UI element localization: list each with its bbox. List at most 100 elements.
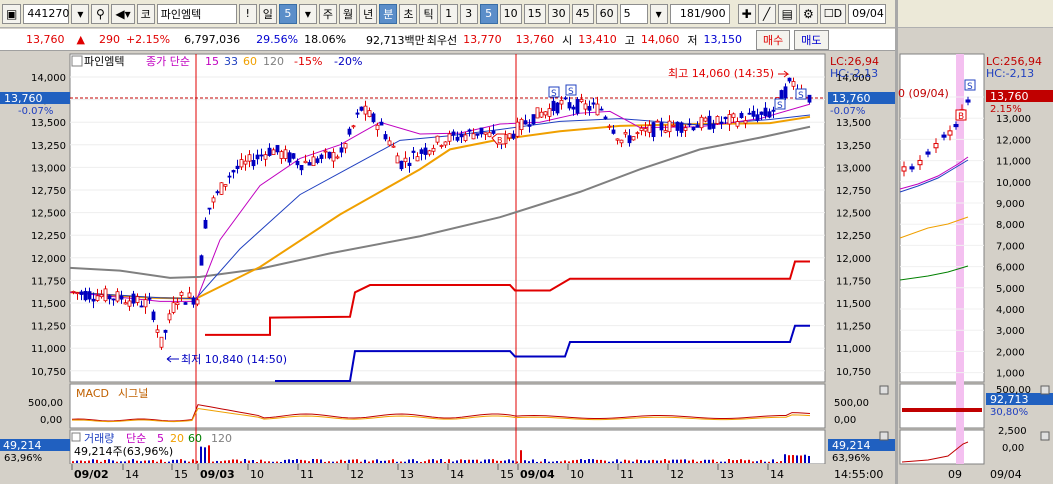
legend-toggle-icon[interactable] <box>71 55 83 67</box>
pane-splitter[interactable] <box>895 0 898 484</box>
dropdown-arrow-icon[interactable]: ▾ <box>71 3 90 24</box>
candle-body <box>319 154 324 159</box>
daily-sub-pane-2[interactable] <box>899 429 985 465</box>
macd-close-icon[interactable] <box>879 385 889 395</box>
volume-bar <box>556 461 558 463</box>
interval-45-button[interactable]: 45 <box>571 3 594 24</box>
period-minute-button[interactable]: 분 <box>379 3 398 24</box>
period-tick-button[interactable]: 틱 <box>419 3 438 24</box>
candle-body <box>427 150 432 155</box>
candle-body <box>471 133 476 140</box>
search-icon[interactable]: ⚲ <box>91 3 110 24</box>
bar-count: 181 <box>679 7 701 20</box>
crosshair-icon[interactable]: ✚ <box>737 3 756 24</box>
daily-candle-body <box>933 143 939 149</box>
up-arrow-icon: ▲ <box>76 33 85 46</box>
volume-bar <box>332 461 334 463</box>
window-icon[interactable]: ▣ <box>2 3 22 24</box>
bar-count-field[interactable]: 181/900 <box>669 3 730 24</box>
draw-tool-icon[interactable]: ╱ <box>757 3 776 24</box>
volume-close-icon[interactable] <box>879 431 889 441</box>
x-axis-label: 15 <box>500 468 514 481</box>
volume-bar <box>104 459 106 463</box>
volume-bar <box>652 459 654 463</box>
volume-bar <box>264 461 266 463</box>
toolbar: ▣ 441270 ▾ ⚲ ◀▾ 코 파인엠텍 ! 일 5 ▾ 주 월 년 분 초… <box>0 0 895 28</box>
daily-sub-pane[interactable] <box>899 383 985 429</box>
stock-name-field[interactable]: 파인엠텍 <box>156 3 237 24</box>
volume-bar <box>632 461 634 463</box>
period-num-select[interactable]: 5 <box>278 3 297 24</box>
interval-1-button[interactable]: 1 <box>439 3 458 24</box>
y-tick-right: 12,500 <box>836 209 871 220</box>
x-axis-bar <box>0 464 895 484</box>
volume-bar <box>636 459 638 463</box>
warning-button[interactable]: ! <box>238 3 257 24</box>
candle-body <box>223 184 228 187</box>
daily-y-tick: 2,000 <box>996 347 1025 358</box>
candle-body <box>483 132 488 135</box>
volume-bar <box>528 461 530 463</box>
y-tick-left: 12,000 <box>31 254 66 265</box>
candle-body <box>247 154 252 162</box>
volume-legend-toggle-icon[interactable] <box>71 432 81 442</box>
y-tick-right: 12,750 <box>836 186 871 197</box>
intraday-chart[interactable]: 14,00013,75013,50013,25013,00012,75012,5… <box>0 52 895 484</box>
candle-body <box>651 122 656 138</box>
interval-30-button[interactable]: 30 <box>547 3 570 24</box>
ask-price: 13,770 <box>463 33 502 46</box>
volume-bar <box>756 461 758 463</box>
volume-bar <box>268 461 270 463</box>
date-checkbox[interactable]: ☐ D <box>819 3 847 24</box>
period-month-button[interactable]: 월 <box>338 3 358 24</box>
candle-body <box>435 135 440 143</box>
candle-body <box>551 100 556 111</box>
volume-bar <box>376 459 378 463</box>
interval-3-button[interactable]: 3 <box>459 3 478 24</box>
candle-body <box>107 295 112 300</box>
interval-value-input[interactable]: 5 <box>619 3 648 24</box>
interval-dropdown-icon[interactable]: ▾ <box>649 3 668 24</box>
x-axis-label: 12 <box>670 468 684 481</box>
best-ask-label: 최우선 <box>426 33 458 47</box>
buy-button[interactable]: 매수 <box>756 29 791 50</box>
daily-sub-tick-2500: 2,500 <box>998 426 1027 437</box>
legend-ma-label: 종가 단순 <box>146 55 190 68</box>
candle-body <box>735 121 740 127</box>
stock-code-input[interactable]: 441270 <box>23 3 70 24</box>
interval-15-button[interactable]: 15 <box>523 3 546 24</box>
speaker-icon[interactable]: ◀▾ <box>111 3 135 24</box>
period-second-button[interactable]: 초 <box>399 3 418 24</box>
interval-60-button[interactable]: 60 <box>595 3 618 24</box>
volume-right-tag <box>828 439 895 451</box>
volume-bar <box>608 461 610 463</box>
period-day-button[interactable]: 일 <box>258 3 277 24</box>
candle-body <box>119 295 124 300</box>
daily-sub2-close-icon[interactable] <box>1040 431 1050 441</box>
daily-price-pane[interactable] <box>899 53 985 383</box>
volume-bar <box>472 459 474 463</box>
daily-candle-body <box>941 134 947 138</box>
candle-body <box>707 115 712 130</box>
daily-sub-line <box>901 441 969 463</box>
interval-10-button[interactable]: 10 <box>499 3 522 24</box>
volume-bar <box>316 459 318 463</box>
sell-button[interactable]: 매도 <box>794 29 829 50</box>
daily-sub-close-icon[interactable] <box>1040 385 1050 395</box>
volume-bar <box>280 461 282 463</box>
save-icon[interactable]: ▤ <box>777 3 798 24</box>
price-pane[interactable] <box>69 53 826 383</box>
ma33-line <box>69 114 811 300</box>
daily-chart[interactable]: 0 (09/04) S B LC:256,94 HC:-2,13 13,760 … <box>898 52 1053 484</box>
date-input[interactable]: 09/04 <box>848 3 887 24</box>
candle-body <box>219 182 224 195</box>
gear-icon[interactable]: ⚙ <box>799 3 818 24</box>
candle-body <box>511 133 516 139</box>
volume-bar <box>436 460 438 463</box>
period-week-button[interactable]: 주 <box>318 3 337 24</box>
period-year-button[interactable]: 년 <box>359 3 378 24</box>
volume-bar <box>368 461 370 463</box>
volume-bar <box>324 461 326 463</box>
period-dropdown-icon[interactable]: ▾ <box>298 3 317 24</box>
interval-5-button[interactable]: 5 <box>479 3 498 24</box>
